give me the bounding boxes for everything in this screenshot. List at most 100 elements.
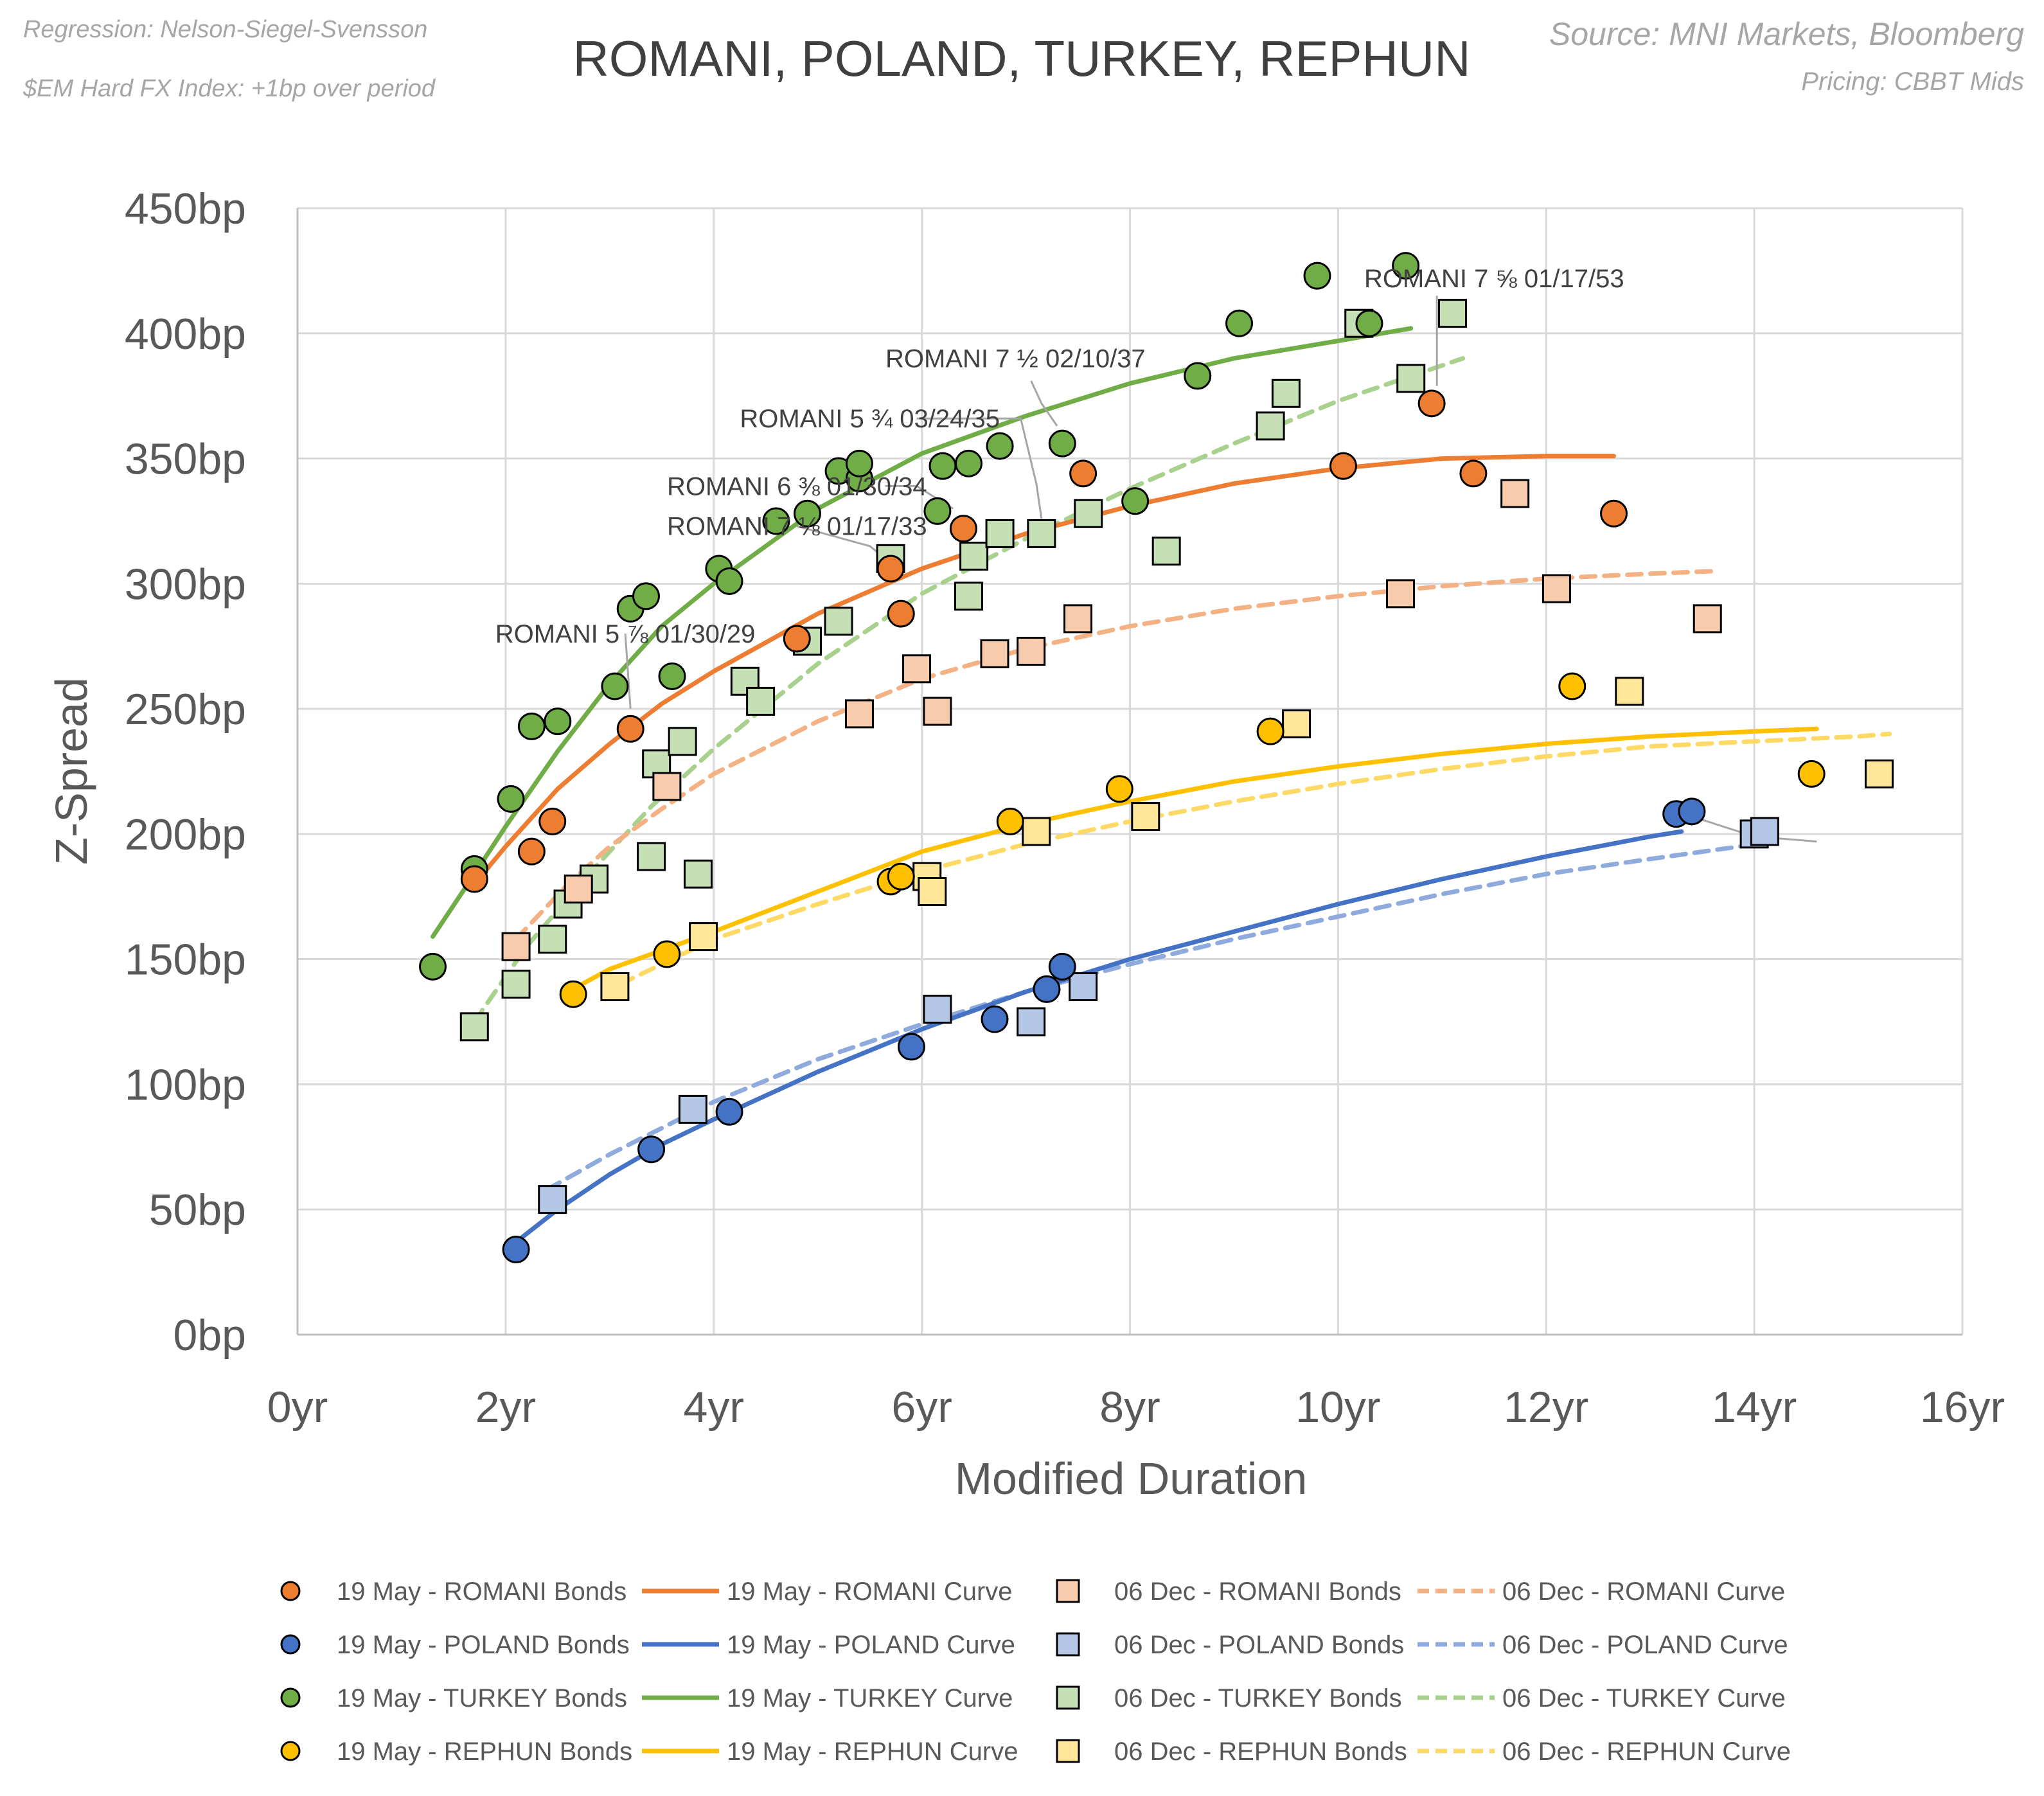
06-dec-poland-bonds-point [1069, 972, 1098, 1002]
19-may-romani-bonds-point [1069, 459, 1098, 488]
06-dec-turkey-bonds-point [959, 541, 989, 571]
06-dec-turkey-bonds-point [746, 686, 776, 716]
19-may-romani-bonds-point [1417, 389, 1446, 418]
legend-swatch [1056, 1632, 1080, 1657]
06-dec-romani-bonds-point [1017, 637, 1046, 666]
y-axis-label: Z-Spread [46, 677, 96, 865]
06-dec-poland-bonds-point [538, 1185, 567, 1214]
legend-swatch [280, 1581, 301, 1601]
19-may-turkey-bonds-point [793, 499, 821, 528]
y-tick-label: 100bp [125, 1060, 246, 1109]
x-tick-label: 0yr [267, 1383, 328, 1432]
y-tick-label: 200bp [125, 810, 246, 859]
06-dec-turkey-bonds-point [1256, 411, 1285, 441]
legend-label: 06 Dec - REPHUN Curve [1502, 1738, 1791, 1766]
06-dec-poland-curve-line [545, 839, 1777, 1192]
legend: 19 May - ROMANI Bonds 19 May - ROMANI Cur… [280, 1578, 1791, 1766]
bond-markers [419, 252, 1894, 1264]
06-dec-romani-bonds-point [980, 639, 1009, 668]
y-tick-label: 250bp [125, 685, 246, 734]
06-dec-turkey-bonds-point [683, 859, 713, 889]
annotation-leader-line [1030, 380, 1058, 427]
legend-swatch [280, 1687, 301, 1708]
19-may-poland-curve-line [513, 829, 1684, 1245]
06-dec-romani-bonds-point [923, 697, 952, 726]
19-may-turkey-bonds-point [497, 785, 525, 813]
annotation-label: ROMANI 6 ⅜ 01/30/34 [667, 472, 927, 501]
19-may-romani-bonds-point [887, 600, 915, 628]
legend-label: 06 Dec - REPHUN Bonds [1114, 1738, 1407, 1766]
index-note: $EM Hard FX Index: +1bp over period [22, 75, 436, 102]
19-may-rephun-bonds-point [559, 980, 587, 1008]
06-dec-rephun-bonds-point [1615, 677, 1644, 706]
legend-label: 19 May - REPHUN Curve [727, 1738, 1018, 1766]
gridlines [298, 207, 1964, 1335]
06-dec-romani-bonds-point [1386, 579, 1416, 609]
19-may-rephun-bonds-point [887, 862, 915, 891]
06-dec-turkey-bonds-point [954, 582, 983, 611]
legend-label: 06 Dec - TURKEY Bonds [1114, 1684, 1402, 1712]
06-dec-romani-bonds-point [1542, 574, 1571, 603]
06-dec-rephun-bonds-point [1282, 709, 1311, 738]
06-dec-turkey-bonds-point [1271, 378, 1301, 408]
06-dec-turkey-bonds-point [985, 519, 1015, 548]
19-may-rephun-bonds-point [653, 940, 681, 968]
06-dec-turkey-bonds-point [1151, 537, 1181, 566]
06-dec-romani-bonds-point [1500, 479, 1530, 508]
x-axis-label: Modified Duration [955, 1454, 1308, 1504]
19-may-turkey-bonds-point [923, 497, 952, 525]
06-dec-rephun-bonds-point [1131, 802, 1160, 831]
legend-label: 19 May - TURKEY Bonds [337, 1684, 627, 1712]
06-dec-turkey-bonds-point [501, 970, 531, 999]
curves [431, 326, 1892, 1245]
19-may-rephun-bonds-point [1558, 672, 1586, 700]
06-dec-rephun-bonds-point [600, 972, 630, 1002]
19-may-turkey-bonds-point [419, 952, 447, 981]
19-may-poland-bonds-point [637, 1135, 666, 1164]
x-tick-label: 10yr [1295, 1383, 1380, 1432]
19-may-romani-bonds-point [949, 515, 977, 543]
legend-label: 19 May - POLAND Curve [727, 1631, 1015, 1659]
19-may-rephun-bonds-point [1256, 717, 1284, 745]
19-may-turkey-bonds-point [517, 712, 546, 740]
19-may-rephun-bonds-point [1105, 775, 1133, 803]
19-may-turkey-bonds-point [1225, 309, 1254, 337]
x-tick-label: 12yr [1504, 1383, 1588, 1432]
19-may-turkey-bonds-point [1355, 309, 1383, 337]
legend-label: 19 May - ROMANI Bonds [337, 1578, 627, 1606]
19-may-turkey-bonds-point [845, 449, 873, 477]
y-tick-label: 350bp [125, 435, 246, 484]
19-may-turkey-bonds-point [929, 452, 957, 480]
legend-label: 06 Dec - TURKEY Curve [1502, 1684, 1786, 1712]
x-tick-label: 2yr [475, 1383, 536, 1432]
19-may-turkey-bonds-point [544, 707, 572, 736]
legend-label: 19 May - POLAND Bonds [337, 1631, 630, 1659]
06-dec-romani-bonds-point [1693, 604, 1722, 634]
19-may-romani-bonds-point [1329, 452, 1357, 480]
06-dec-poland-bonds-point [1750, 817, 1779, 846]
19-may-turkey-bonds-point [1184, 362, 1212, 390]
axes [296, 208, 1962, 1336]
19-may-poland-bonds-point [897, 1033, 925, 1061]
regression-note: Regression: Nelson-Siegel-Svensson [23, 16, 427, 43]
legend-label: 06 Dec - ROMANI Bonds [1114, 1578, 1401, 1606]
legend-label: 19 May - ROMANI Curve [727, 1578, 1013, 1606]
19-may-romani-bonds-point [783, 625, 811, 653]
legend-label: 19 May - TURKEY Curve [727, 1684, 1013, 1712]
19-may-turkey-bonds-point [1048, 429, 1076, 458]
19-may-poland-bonds-point [715, 1098, 743, 1126]
06-dec-romani-bonds-point [501, 932, 531, 961]
annotation-label: ROMANI 5 ⅞ 01/30/29 [495, 620, 756, 648]
06-dec-turkey-bonds-point [637, 842, 666, 871]
06-dec-poland-bonds-point [1017, 1007, 1046, 1036]
annotation-label: ROMANI 7 ⅝ 01/17/53 [1364, 265, 1624, 293]
06-dec-turkey-bonds-point [1074, 499, 1103, 528]
annotation-leader-line [916, 417, 1043, 519]
19-may-turkey-bonds-point [954, 449, 982, 477]
legend-swatch [280, 1634, 301, 1655]
legend-label: 06 Dec - POLAND Bonds [1114, 1631, 1404, 1659]
06-dec-poland-bonds-point [678, 1094, 707, 1124]
19-may-romani-bonds-point [1459, 459, 1488, 488]
06-dec-turkey-bonds-point [1027, 519, 1056, 548]
